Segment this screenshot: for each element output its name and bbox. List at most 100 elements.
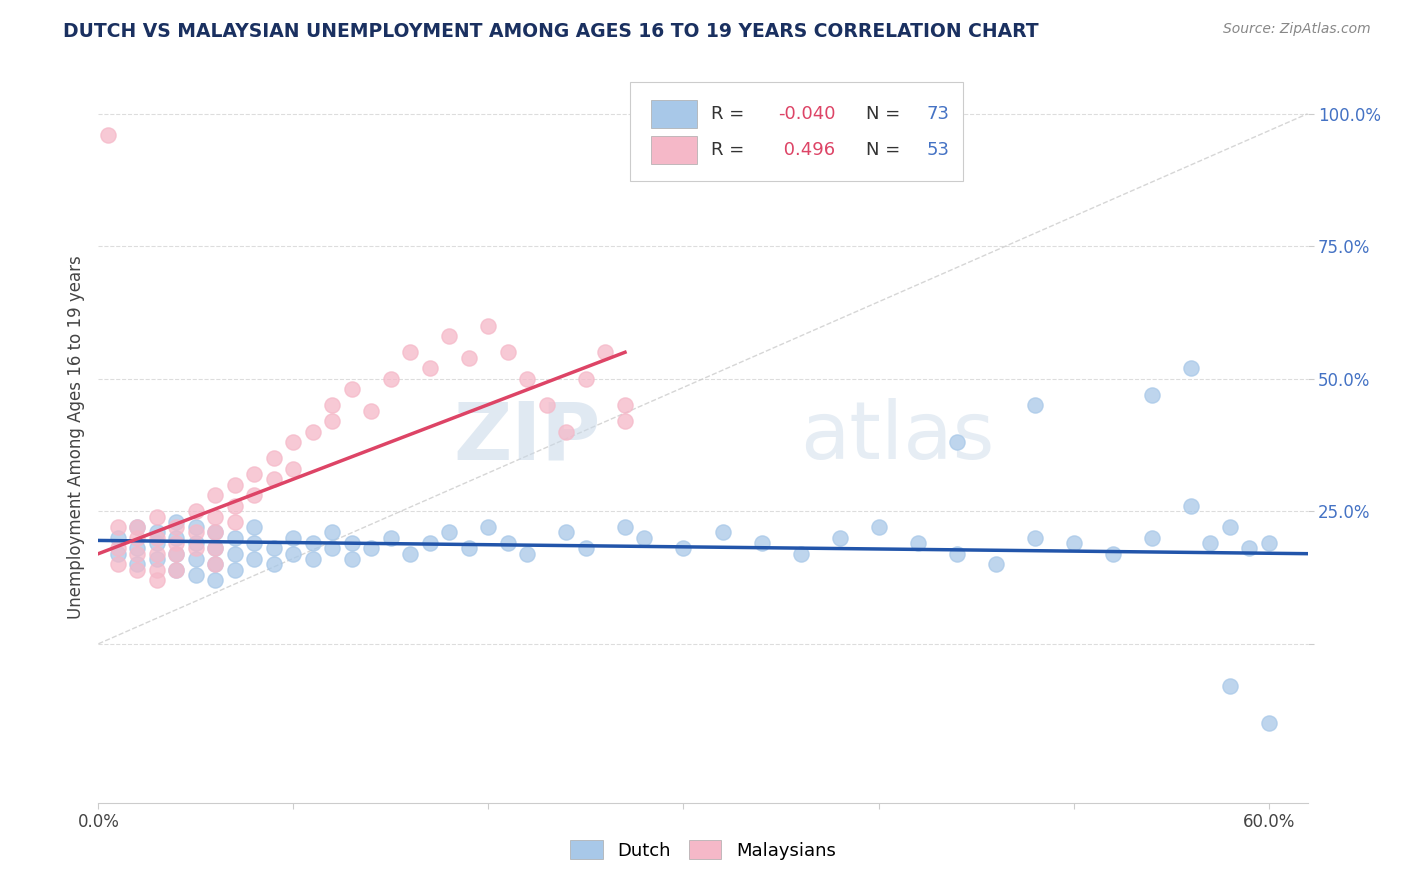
Point [165, 520, 187, 534]
Point [263, 473, 285, 487]
Text: N =: N = [866, 104, 900, 123]
Point [263, 558, 285, 572]
Point [321, 525, 343, 540]
Point [458, 351, 481, 365]
Point [127, 558, 149, 572]
Point [439, 525, 461, 540]
Point [1219, 679, 1241, 693]
Point [204, 525, 226, 540]
Point [1101, 547, 1123, 561]
Point [477, 520, 499, 534]
Point [224, 531, 246, 545]
Text: Source: ZipAtlas.com: Source: ZipAtlas.com [1223, 22, 1371, 37]
Point [204, 525, 226, 540]
Point [1219, 520, 1241, 534]
Point [146, 525, 169, 540]
Point [107, 531, 129, 545]
Point [496, 536, 519, 550]
Point [184, 567, 207, 582]
Point [146, 573, 169, 587]
Point [1257, 536, 1279, 550]
Point [575, 372, 598, 386]
Point [283, 462, 305, 476]
Point [614, 520, 637, 534]
Point [204, 558, 226, 572]
Legend: Dutch, Malaysians: Dutch, Malaysians [564, 833, 842, 867]
Point [477, 318, 499, 333]
Text: 0.496: 0.496 [778, 141, 835, 160]
Point [789, 547, 811, 561]
Point [165, 547, 187, 561]
Point [184, 504, 207, 518]
Point [127, 547, 149, 561]
Point [165, 515, 187, 529]
Point [224, 563, 246, 577]
Y-axis label: Unemployment Among Ages 16 to 19 years: Unemployment Among Ages 16 to 19 years [66, 255, 84, 619]
Point [340, 383, 363, 397]
Point [907, 536, 929, 550]
Point [984, 558, 1007, 572]
Point [107, 547, 129, 561]
Point [419, 536, 441, 550]
Point [302, 425, 325, 439]
Point [751, 536, 773, 550]
Point [575, 541, 598, 556]
Point [165, 531, 187, 545]
Point [224, 547, 246, 561]
Point [340, 552, 363, 566]
Point [1257, 716, 1279, 731]
Point [399, 547, 422, 561]
FancyBboxPatch shape [651, 136, 697, 164]
Point [243, 520, 266, 534]
Point [380, 531, 402, 545]
Point [302, 552, 325, 566]
Point [1180, 361, 1202, 376]
Point [302, 536, 325, 550]
Point [321, 398, 343, 412]
Point [127, 563, 149, 577]
Text: 73: 73 [927, 104, 949, 123]
Point [828, 531, 851, 545]
Point [243, 552, 266, 566]
Point [107, 520, 129, 534]
Point [614, 414, 637, 428]
Point [458, 541, 481, 556]
Point [1180, 499, 1202, 513]
Point [243, 467, 266, 482]
Point [184, 520, 207, 534]
Point [204, 488, 226, 502]
Point [496, 345, 519, 359]
Point [146, 547, 169, 561]
FancyBboxPatch shape [630, 82, 963, 181]
Text: R =: R = [711, 104, 745, 123]
Point [283, 435, 305, 450]
Point [243, 536, 266, 550]
Point [945, 435, 967, 450]
Point [439, 329, 461, 343]
Point [263, 451, 285, 466]
Point [127, 520, 149, 534]
Point [146, 536, 169, 550]
Point [127, 531, 149, 545]
Point [1063, 536, 1085, 550]
Point [243, 488, 266, 502]
Point [146, 563, 169, 577]
Point [516, 372, 538, 386]
Point [224, 515, 246, 529]
Point [204, 509, 226, 524]
Point [1140, 531, 1163, 545]
Point [516, 547, 538, 561]
Point [1024, 398, 1046, 412]
Point [614, 398, 637, 412]
FancyBboxPatch shape [651, 100, 697, 128]
Point [146, 531, 169, 545]
Point [165, 563, 187, 577]
Point [184, 541, 207, 556]
Point [711, 525, 734, 540]
Point [184, 552, 207, 566]
Point [399, 345, 422, 359]
Point [868, 520, 890, 534]
Point [340, 536, 363, 550]
Point [204, 541, 226, 556]
Point [945, 547, 967, 561]
